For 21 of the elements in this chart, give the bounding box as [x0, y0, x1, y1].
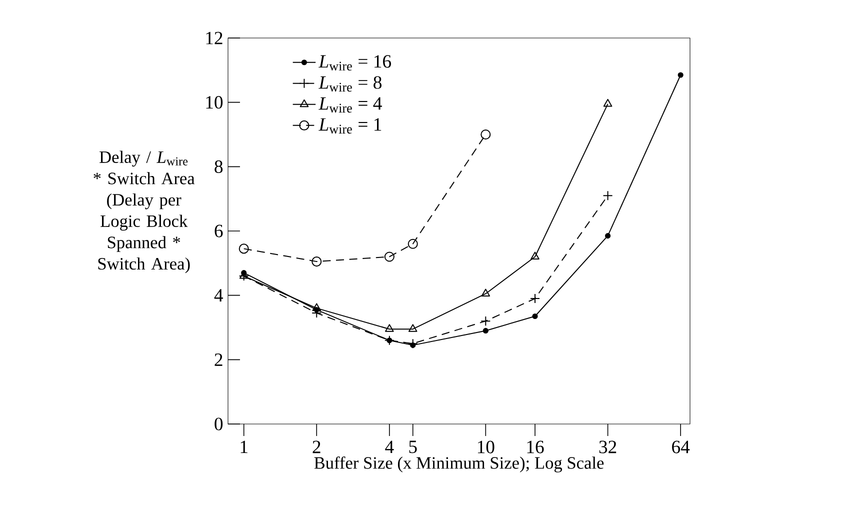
- y-tick-label: 0: [214, 418, 223, 430]
- y-tick-label: 6: [214, 224, 223, 238]
- legend-label: L$_{wire}$ = 4: [318, 97, 382, 113]
- x-tick-label: 32: [599, 440, 616, 454]
- y-axis-title: Delay / L$_{wire}$ * Switch Area (Delay per Logic Block Spanned * Switch Area): [94, 150, 195, 274]
- x-tick-label: 5: [409, 440, 417, 454]
- x-tick-label: 1: [240, 440, 248, 454]
- legend-label: L$_{wire}$ = 8: [318, 76, 382, 92]
- legend-label: L$_{wire}$ = 1: [318, 118, 382, 134]
- y-tick-label: 10: [206, 96, 223, 109]
- x-tick-label: 16: [527, 440, 544, 454]
- y-tick-label: 4: [214, 289, 224, 302]
- y-tick-label: 2: [214, 353, 222, 366]
- x-axis-title: Buffer Size (x Minimum Size); Log Scale: [314, 456, 604, 472]
- x-tick-label: 2: [312, 440, 320, 454]
- x-tick-label: 10: [478, 440, 494, 454]
- y-tick-label: 8: [214, 160, 223, 173]
- x-tick-label: 64: [672, 440, 690, 454]
- y-tick-label: 12: [206, 32, 222, 44]
- legend-label: L$_{wire}$ = 16: [318, 55, 391, 71]
- x-tick-label: 4: [385, 440, 394, 453]
